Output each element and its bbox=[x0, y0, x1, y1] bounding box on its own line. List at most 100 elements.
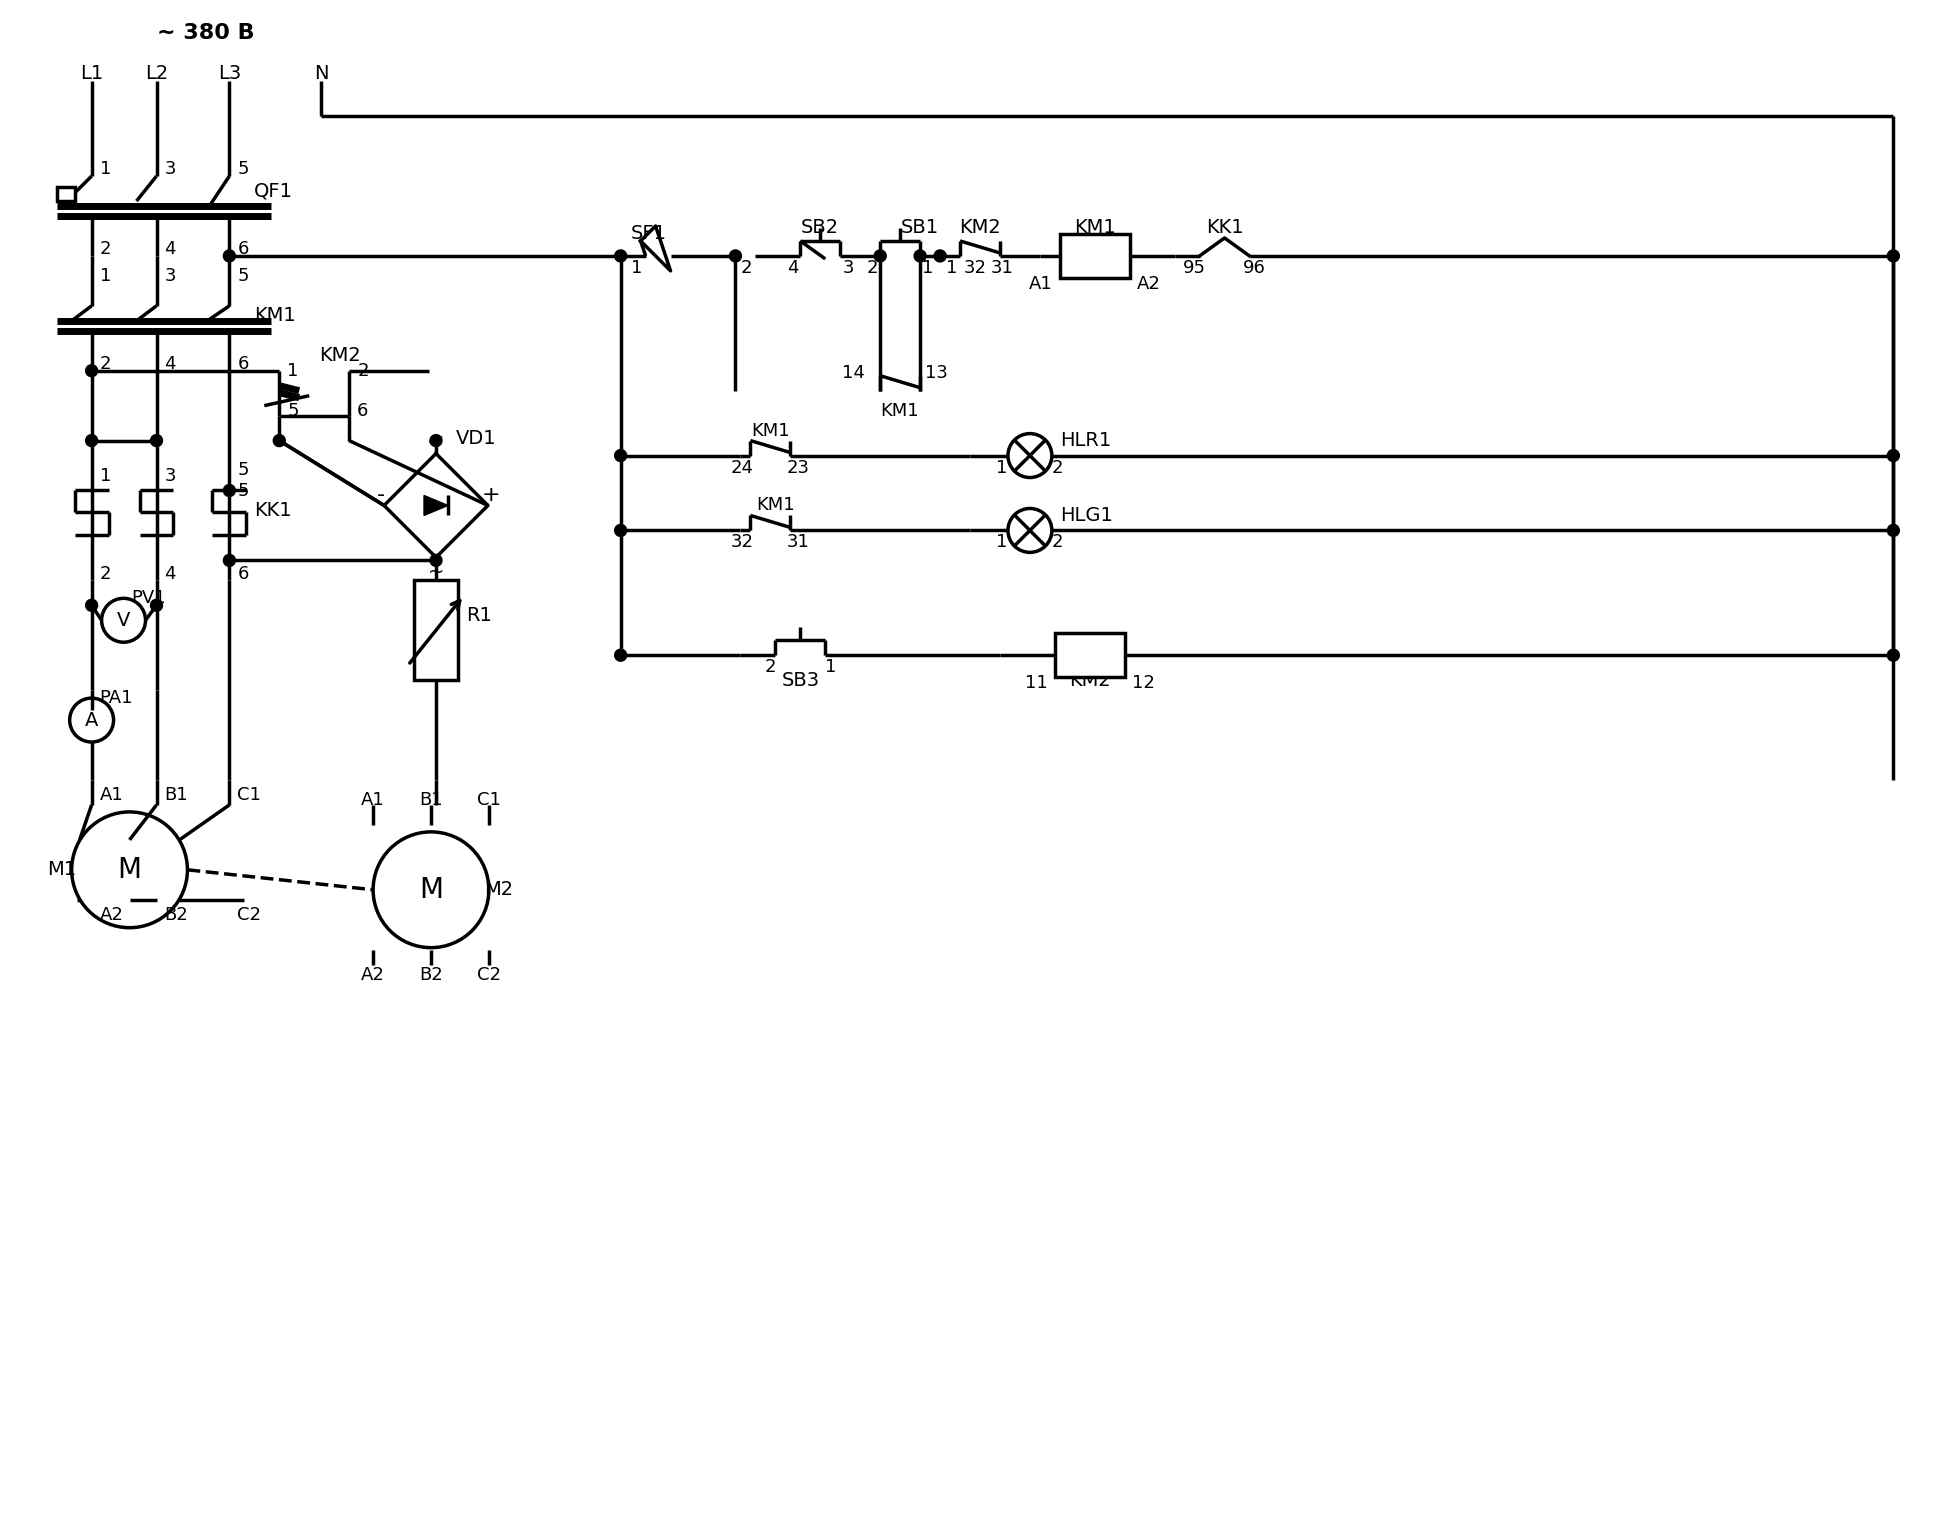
Text: VD1: VD1 bbox=[456, 429, 497, 448]
Text: B1: B1 bbox=[164, 785, 188, 804]
Text: R1: R1 bbox=[466, 605, 491, 625]
Text: 32: 32 bbox=[730, 534, 753, 552]
Text: N: N bbox=[313, 64, 329, 82]
Text: 3: 3 bbox=[164, 160, 176, 178]
Text: M1: M1 bbox=[47, 860, 76, 880]
Circle shape bbox=[873, 250, 887, 262]
Text: L3: L3 bbox=[217, 64, 241, 82]
Text: SB3: SB3 bbox=[781, 671, 818, 689]
Text: ~: ~ bbox=[427, 429, 444, 448]
Text: KM1: KM1 bbox=[254, 307, 296, 325]
Text: 1: 1 bbox=[100, 467, 112, 485]
Circle shape bbox=[614, 250, 626, 262]
Text: KM1: KM1 bbox=[755, 497, 795, 514]
Text: 4: 4 bbox=[164, 239, 176, 258]
Text: KM1: KM1 bbox=[1072, 218, 1115, 238]
Text: B1: B1 bbox=[419, 791, 442, 808]
Text: 6: 6 bbox=[356, 401, 368, 419]
Text: KM2: KM2 bbox=[959, 218, 1000, 238]
Text: 5: 5 bbox=[237, 160, 249, 178]
Text: 32: 32 bbox=[963, 259, 986, 278]
Text: 2: 2 bbox=[867, 259, 877, 278]
Text: 11: 11 bbox=[1025, 674, 1047, 692]
Circle shape bbox=[86, 435, 98, 447]
Text: 5: 5 bbox=[288, 401, 299, 419]
Circle shape bbox=[1887, 650, 1898, 662]
Circle shape bbox=[1887, 450, 1898, 462]
Text: 2: 2 bbox=[1051, 534, 1063, 552]
Bar bbox=[1059, 233, 1129, 278]
Text: 31: 31 bbox=[990, 259, 1014, 278]
Text: 12: 12 bbox=[1131, 674, 1155, 692]
Text: 2: 2 bbox=[100, 566, 112, 584]
Text: C2: C2 bbox=[237, 906, 260, 924]
Text: A2: A2 bbox=[100, 906, 123, 924]
Text: HLR1: HLR1 bbox=[1059, 432, 1110, 450]
Text: 4: 4 bbox=[787, 259, 798, 278]
Bar bbox=[57, 188, 74, 201]
Text: 24: 24 bbox=[730, 459, 753, 476]
Text: 23: 23 bbox=[787, 459, 810, 476]
Text: 1: 1 bbox=[288, 361, 299, 380]
Circle shape bbox=[1887, 525, 1898, 537]
Text: KM2: KM2 bbox=[1069, 671, 1110, 689]
Circle shape bbox=[86, 364, 98, 377]
Circle shape bbox=[223, 250, 235, 262]
Text: HLG1: HLG1 bbox=[1059, 506, 1112, 525]
Text: L1: L1 bbox=[80, 64, 104, 82]
Text: M: M bbox=[117, 856, 141, 884]
Circle shape bbox=[274, 435, 286, 447]
Text: 2: 2 bbox=[740, 259, 751, 278]
Circle shape bbox=[151, 435, 162, 447]
Circle shape bbox=[431, 555, 442, 566]
Circle shape bbox=[914, 250, 926, 262]
Text: 1: 1 bbox=[100, 267, 112, 285]
Text: 1: 1 bbox=[922, 259, 933, 278]
Text: A1: A1 bbox=[100, 785, 123, 804]
Text: 2: 2 bbox=[100, 239, 112, 258]
Text: KM1: KM1 bbox=[881, 401, 918, 419]
Circle shape bbox=[614, 650, 626, 662]
Text: 1: 1 bbox=[100, 160, 112, 178]
Text: M: M bbox=[419, 875, 442, 904]
Bar bbox=[1055, 633, 1123, 677]
Text: C1: C1 bbox=[478, 791, 501, 808]
Text: 31: 31 bbox=[787, 534, 810, 552]
Circle shape bbox=[614, 525, 626, 537]
Text: A2: A2 bbox=[360, 965, 386, 984]
Text: B2: B2 bbox=[164, 906, 188, 924]
Bar bbox=[413, 581, 458, 680]
Text: 1: 1 bbox=[996, 534, 1008, 552]
Text: 96: 96 bbox=[1243, 259, 1266, 278]
Text: A1: A1 bbox=[360, 791, 386, 808]
Circle shape bbox=[431, 435, 442, 447]
Text: 6: 6 bbox=[237, 355, 249, 372]
Text: 5
5: 5 5 bbox=[237, 461, 249, 500]
Text: KK1: KK1 bbox=[1206, 218, 1243, 238]
Circle shape bbox=[1887, 250, 1898, 262]
Text: C1: C1 bbox=[237, 785, 260, 804]
Text: KM2: KM2 bbox=[319, 346, 360, 366]
Circle shape bbox=[151, 599, 162, 612]
Text: C2: C2 bbox=[478, 965, 501, 984]
Text: M2: M2 bbox=[483, 880, 513, 900]
Text: SB2: SB2 bbox=[800, 218, 840, 238]
Text: A: A bbox=[84, 711, 98, 729]
Text: 3: 3 bbox=[164, 267, 176, 285]
Text: 95: 95 bbox=[1182, 259, 1206, 278]
Circle shape bbox=[730, 250, 742, 262]
Text: 2: 2 bbox=[1051, 459, 1063, 476]
Text: A1: A1 bbox=[1029, 274, 1053, 293]
Text: ~: ~ bbox=[427, 563, 444, 583]
Circle shape bbox=[223, 555, 235, 566]
Circle shape bbox=[614, 450, 626, 462]
Text: 6: 6 bbox=[237, 566, 249, 584]
Text: KM1: KM1 bbox=[751, 421, 789, 439]
Circle shape bbox=[223, 485, 235, 497]
Text: SB1: SB1 bbox=[900, 218, 939, 238]
Text: PV1: PV1 bbox=[131, 589, 166, 607]
Text: V: V bbox=[117, 610, 131, 630]
Text: +: + bbox=[481, 485, 499, 505]
Text: 4: 4 bbox=[164, 355, 176, 372]
Text: 2: 2 bbox=[765, 659, 775, 676]
